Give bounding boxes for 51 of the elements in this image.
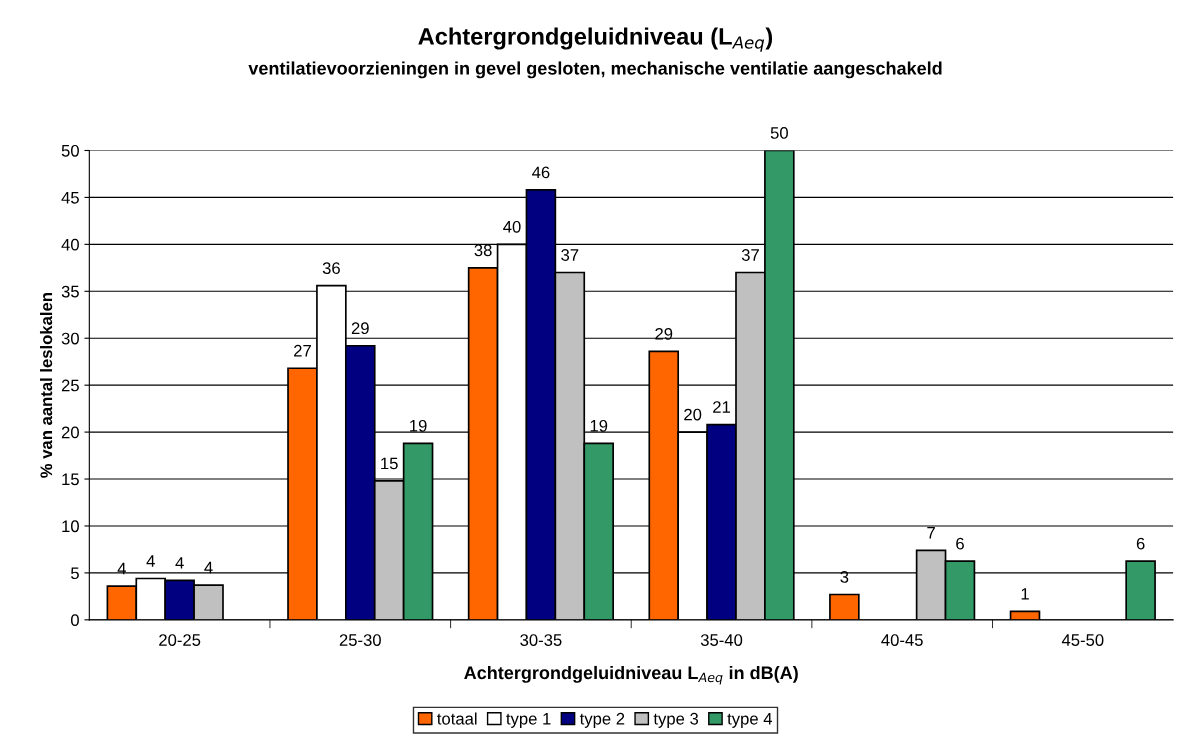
legend-label: type 2 [579,712,625,728]
y-tick-label: 10 [62,520,79,533]
data-label: 29 [351,322,369,335]
data-label: 36 [322,262,340,275]
legend-label: type 3 [653,712,699,728]
x-tick-label: 25-30 [339,634,381,646]
data-label: 6 [956,537,964,550]
bar [829,593,860,620]
data-label: 7 [927,527,935,539]
data-label: 4 [204,561,213,574]
data-label: 19 [410,419,427,432]
x-tick-label: 30-35 [520,634,562,646]
data-label: 19 [590,419,608,432]
x-axis-title: Achtergrondgeluidniveau L$_{Aeq}$ in dB(A) [464,665,798,685]
x-tick-label: 20-25 [159,634,201,646]
y-tick-label: 50 [61,144,79,157]
y-tick-label: 0 [70,614,79,627]
data-label: 4 [175,557,184,569]
data-label: 15 [381,457,398,470]
data-label: 4 [146,555,155,567]
data-label: 46 [532,166,550,179]
data-label: 29 [655,327,673,340]
data-label: 21 [713,401,730,413]
data-label: 3 [840,571,849,583]
y-tick-label: 5 [71,567,79,580]
x-tick-label: 40-45 [881,634,923,646]
data-label: 40 [503,220,521,233]
legend-label: type 4 [727,713,773,728]
y-tick-label: 15 [62,473,79,486]
y-tick-label: 40 [61,238,79,251]
y-tick-label: 20 [61,426,79,439]
data-label: 37 [561,249,579,261]
y-axis-title: % van aantal leslokalen [39,293,53,478]
y-tick-label: 45 [61,192,79,204]
data-label: 6 [1136,537,1145,550]
data-label: 1 [1021,588,1029,600]
chart-title: Achtergrondgeluidniveau (L$_{Aeq}$) [418,27,773,52]
x-tick-label: 35-40 [700,634,743,646]
x-tick-label: 45-50 [1061,634,1104,646]
data-label: 37 [741,249,759,261]
data-label: 50 [770,127,788,139]
chart-subtitle: ventilatievoorzieningen in gevel gesloten, mechanische ventilatie aangeschakeld [248,61,942,79]
data-label: 4 [117,562,126,575]
y-tick-label: 25 [61,379,79,392]
y-tick-label: 30 [61,332,79,345]
legend-label: totaal [437,712,477,725]
y-tick-label: 35 [61,285,79,298]
data-label: 27 [294,344,311,357]
data-label: 20 [684,408,702,421]
data-label: 38 [474,244,492,257]
legend-label: type 1 [506,713,551,728]
